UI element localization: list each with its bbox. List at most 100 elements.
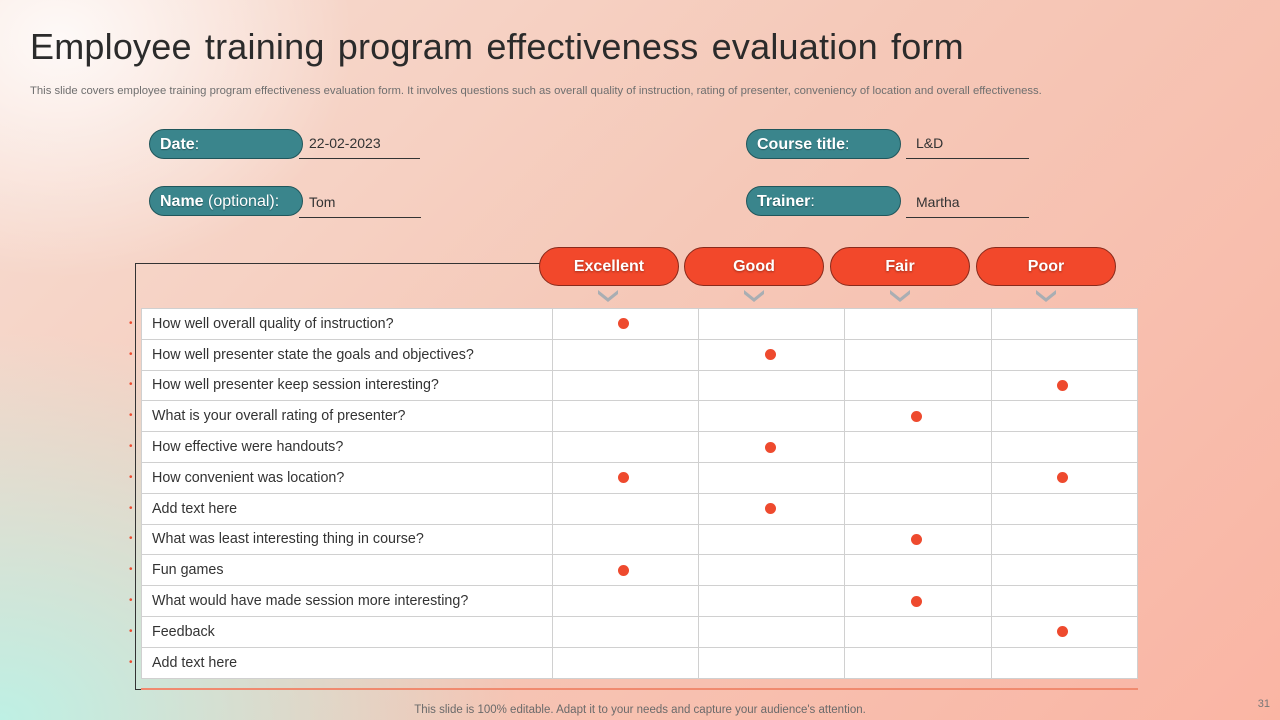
question-text: Add text here — [152, 654, 238, 671]
question-text: What is your overall rating of presenter… — [152, 408, 406, 425]
bullet-icon: • — [129, 317, 133, 329]
bullet-icon: • — [129, 410, 133, 422]
question-text: What was least interesting thing in cour… — [152, 531, 424, 548]
rating-cell-fair[interactable] — [844, 554, 992, 587]
question-text: How well overall quality of instruction? — [152, 315, 394, 332]
rating-cell-fair[interactable] — [844, 615, 992, 648]
table-row: • Add text here — [129, 646, 1139, 679]
rating-cell-excellent[interactable] — [551, 554, 699, 587]
rating-cell-poor[interactable] — [990, 615, 1139, 648]
question-text: How well presenter state the goals and o… — [152, 346, 474, 363]
rating-cell-excellent[interactable] — [551, 400, 699, 433]
selected-rating-dot — [618, 318, 630, 330]
question-text: How well presenter keep session interest… — [152, 377, 439, 394]
rating-cell-fair[interactable] — [844, 523, 992, 556]
rating-cell-excellent[interactable] — [551, 523, 699, 556]
rating-cell-good[interactable] — [697, 646, 846, 679]
rating-cell-poor[interactable] — [990, 554, 1139, 587]
selected-rating-dot — [910, 595, 922, 607]
rating-cell-good[interactable] — [697, 585, 846, 617]
bullet-icon: • — [129, 441, 133, 453]
rating-cell-excellent[interactable] — [551, 492, 699, 525]
rating-cell-poor[interactable] — [990, 585, 1139, 617]
table-bottom-rule — [141, 688, 1138, 690]
rating-cell-poor[interactable] — [990, 431, 1139, 463]
selected-rating-dot — [618, 472, 630, 484]
trainer-value[interactable]: Martha — [906, 188, 1029, 218]
rating-cell-fair[interactable] — [844, 400, 992, 433]
bullet-icon: • — [129, 471, 133, 483]
selected-rating-dot — [764, 349, 776, 361]
rating-cell-fair[interactable] — [844, 308, 992, 340]
question-text: Add text here — [152, 500, 238, 517]
rating-cell-poor[interactable] — [990, 646, 1139, 679]
chevron-down-icon — [890, 290, 910, 302]
rating-cell-fair[interactable] — [844, 338, 992, 371]
rating-cell-poor[interactable] — [990, 338, 1139, 371]
rating-cell-excellent[interactable] — [551, 461, 699, 494]
rating-cell-good[interactable] — [697, 431, 846, 463]
rating-cell-excellent[interactable] — [551, 338, 699, 371]
selected-rating-dot — [764, 441, 776, 453]
course-title-label: Course title — [757, 136, 846, 153]
page-number: 31 — [1257, 698, 1270, 710]
rating-cell-good[interactable] — [697, 338, 846, 371]
rating-cell-poor[interactable] — [990, 400, 1139, 433]
table-row: • How convenient was location? — [129, 461, 1139, 494]
date-field: Date: 22-02-2023 — [149, 129, 424, 163]
rating-cell-good[interactable] — [697, 369, 846, 402]
rating-cell-excellent[interactable] — [551, 308, 699, 340]
rating-cell-good[interactable] — [697, 615, 846, 648]
chevron-down-icon — [744, 290, 764, 302]
table-row: • How well overall quality of instruction… — [129, 308, 1139, 340]
bullet-icon: • — [129, 502, 133, 514]
name-label-pill: Name (optional): — [149, 186, 303, 216]
rating-header-fair: Fair — [830, 247, 970, 286]
rating-cell-fair[interactable] — [844, 461, 992, 494]
question-cell: • What was least interesting thing in cou… — [129, 523, 553, 556]
table-row: • What would have made session more inter… — [129, 585, 1139, 617]
rating-cell-poor[interactable] — [990, 492, 1139, 525]
rating-cell-excellent[interactable] — [551, 615, 699, 648]
rating-cell-good[interactable] — [697, 308, 846, 340]
question-cell: • How well presenter keep session interes… — [129, 369, 553, 402]
rating-cell-good[interactable] — [697, 400, 846, 433]
course-title-label-pill: Course title: — [746, 129, 901, 159]
date-value[interactable]: 22-02-2023 — [299, 129, 420, 159]
rating-cell-fair[interactable] — [844, 646, 992, 679]
rating-cell-poor[interactable] — [990, 523, 1139, 556]
question-cell: • Fun games — [129, 554, 553, 587]
bullet-icon: • — [129, 656, 133, 668]
rating-cell-fair[interactable] — [844, 431, 992, 463]
rating-cell-good[interactable] — [697, 461, 846, 494]
question-cell: • How well presenter state the goals and … — [129, 338, 553, 371]
rating-cell-poor[interactable] — [990, 461, 1139, 494]
rating-cell-excellent[interactable] — [551, 646, 699, 679]
name-label: Name — [160, 193, 204, 210]
rating-cell-good[interactable] — [697, 554, 846, 587]
table-row: • What was least interesting thing in cou… — [129, 523, 1139, 556]
rating-cell-excellent[interactable] — [551, 369, 699, 402]
rating-cell-fair[interactable] — [844, 585, 992, 617]
rating-cell-poor[interactable] — [990, 308, 1139, 340]
course-title-value[interactable]: L&D — [906, 129, 1029, 159]
rating-header-poor: Poor — [976, 247, 1116, 286]
question-cell: • How well overall quality of instruction… — [129, 308, 553, 340]
footer-note: This slide is 100% editable. Adapt it to… — [414, 704, 866, 716]
rating-cell-fair[interactable] — [844, 492, 992, 525]
question-text: Feedback — [152, 623, 215, 640]
trainer-field: Trainer: Martha — [746, 186, 1031, 220]
date-label: Date — [160, 136, 195, 153]
date-label-suffix: : — [194, 136, 200, 153]
table-row: • What is your overall rating of presente… — [129, 400, 1139, 433]
rating-cell-good[interactable] — [697, 523, 846, 556]
page-subtitle: This slide covers employee training prog… — [30, 85, 1042, 97]
rating-cell-good[interactable] — [697, 492, 846, 525]
trainer-label-suffix: : — [810, 193, 815, 210]
rating-cell-poor[interactable] — [990, 369, 1139, 402]
rating-cell-fair[interactable] — [844, 369, 992, 402]
name-value[interactable]: Tom — [299, 188, 421, 218]
page-title: Employee training program effectiveness … — [30, 26, 964, 67]
rating-cell-excellent[interactable] — [551, 431, 699, 463]
rating-cell-excellent[interactable] — [551, 585, 699, 617]
